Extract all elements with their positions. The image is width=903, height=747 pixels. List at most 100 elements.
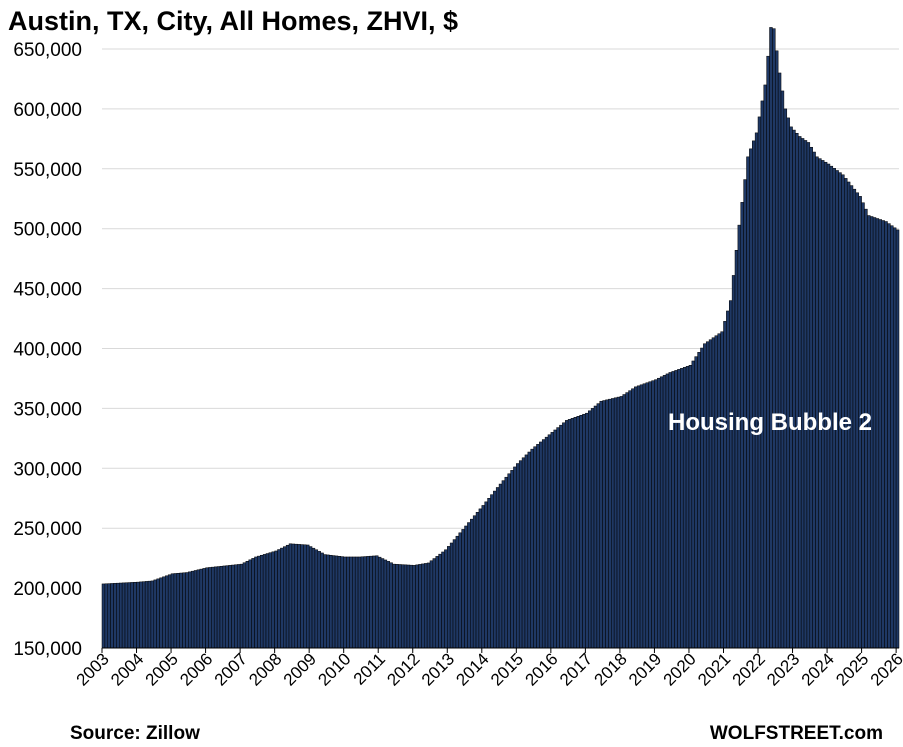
x-tick-label: 2007 (211, 649, 251, 689)
bar (513, 466, 517, 649)
bar (608, 398, 612, 649)
bar (409, 564, 413, 649)
bar (211, 566, 215, 649)
bar (501, 480, 506, 649)
bar (541, 439, 546, 649)
x-tick-label: 2021 (694, 649, 734, 689)
bar (720, 331, 724, 649)
bar (412, 565, 416, 649)
bar (478, 508, 483, 649)
bar (438, 553, 442, 649)
bar (254, 556, 258, 649)
bar (121, 582, 126, 649)
bar (487, 498, 491, 649)
bar (234, 564, 238, 649)
bar (789, 126, 793, 649)
bar (349, 556, 353, 649)
bar (815, 156, 819, 649)
bar (188, 571, 192, 649)
bar (395, 564, 399, 649)
bar (780, 90, 785, 649)
x-tick-label: 2024 (798, 649, 838, 689)
bar (527, 451, 531, 649)
y-tick-label: 400,000 (13, 340, 82, 361)
bar (458, 532, 462, 649)
bar (285, 544, 290, 649)
bar (343, 556, 347, 649)
bar (516, 463, 520, 649)
bar (884, 221, 888, 649)
bar (895, 229, 900, 649)
bar (386, 561, 390, 649)
bar (579, 414, 583, 649)
bar (133, 582, 137, 649)
x-tick-label: 2006 (176, 649, 216, 689)
bar (182, 572, 186, 649)
bar (472, 515, 477, 649)
bar (642, 383, 647, 649)
bar (317, 551, 321, 649)
bar (881, 220, 885, 649)
bar (593, 405, 598, 649)
bar (547, 434, 552, 649)
bar (518, 460, 523, 649)
bar (337, 556, 342, 649)
bar (357, 556, 362, 649)
bar (277, 549, 281, 649)
bar (311, 547, 316, 649)
bar (329, 554, 333, 649)
bar (193, 570, 198, 649)
chart-title: Austin, TX, City, All Homes, ZHVI, $ (8, 6, 458, 36)
bar (421, 563, 425, 649)
bar (582, 413, 586, 649)
bar (521, 457, 526, 649)
bar (562, 422, 566, 649)
bar (167, 574, 172, 649)
bar (104, 583, 109, 649)
bar (708, 339, 713, 649)
y-tick-label: 550,000 (13, 160, 82, 181)
bar (573, 417, 577, 649)
bar (354, 556, 359, 649)
bar (216, 566, 221, 649)
bar (570, 418, 575, 649)
bar (127, 582, 132, 649)
bar (280, 547, 284, 649)
bar (726, 310, 730, 649)
bar (878, 219, 882, 649)
bar (334, 555, 339, 649)
bar (533, 446, 537, 649)
bar (599, 400, 603, 649)
bar (803, 140, 808, 649)
bar (470, 518, 474, 649)
bar (346, 556, 350, 649)
y-tick-label: 300,000 (13, 459, 82, 480)
bar (596, 403, 601, 649)
bar (101, 583, 106, 649)
bar (461, 529, 465, 649)
bar (717, 333, 721, 649)
y-tick-label: 150,000 (13, 639, 82, 660)
bar (306, 544, 310, 649)
bar (219, 565, 224, 649)
x-tick-label: 2020 (660, 649, 700, 689)
bar (136, 581, 140, 649)
bar (634, 386, 638, 649)
x-tick-label: 2009 (280, 649, 320, 689)
bar (107, 583, 111, 649)
y-axis-ticks: 150,000 200,000 250,000 300,000 350,000 400,0… (13, 40, 82, 660)
bar (711, 337, 716, 649)
bar (795, 133, 799, 649)
bar (455, 535, 460, 649)
bar (775, 50, 779, 649)
bar (749, 148, 753, 649)
bar (585, 412, 589, 649)
bar (251, 558, 255, 649)
bar (754, 132, 759, 649)
bar (314, 549, 319, 649)
bar (288, 543, 293, 649)
gridlines (102, 48, 899, 589)
bar (173, 573, 178, 649)
bar (331, 555, 336, 649)
bar (504, 476, 508, 649)
